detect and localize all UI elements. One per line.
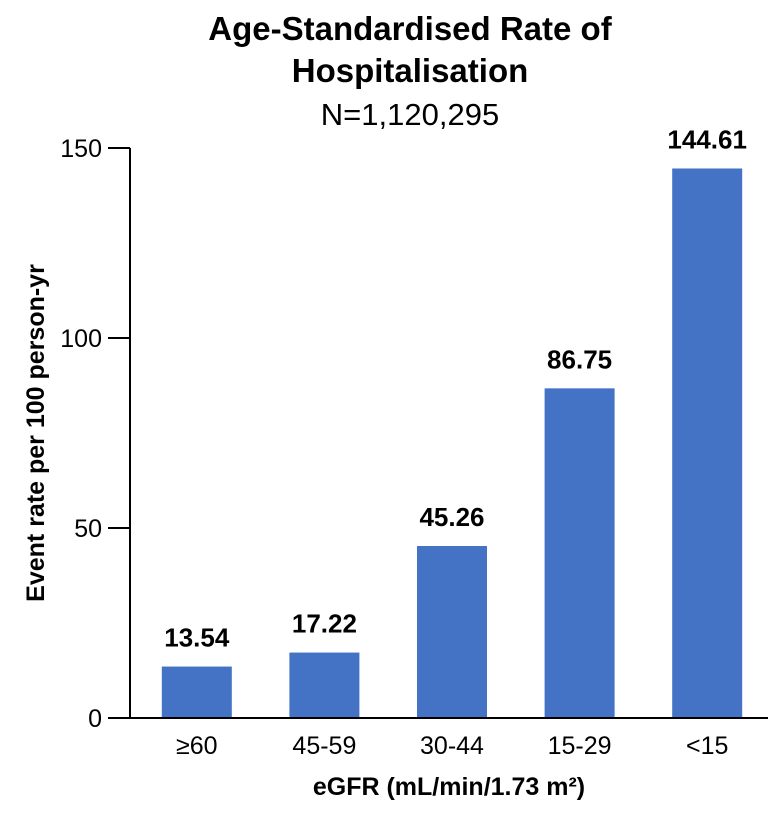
y-tick-label-3: 150 <box>60 135 102 163</box>
y-tick-label-0: 0 <box>88 705 102 733</box>
bar-0 <box>161 666 232 718</box>
data-label-0: 13.54 <box>164 623 230 653</box>
bar-2 <box>417 546 487 718</box>
y-axis-label: Event rate per 100 person-yr <box>22 264 50 602</box>
bar-3 <box>544 388 615 718</box>
data-label-1: 17.22 <box>292 609 357 639</box>
bar-4 <box>672 168 743 718</box>
bar-1 <box>289 652 360 718</box>
bars-group: 13.54 17.22 45.26 86.75 144.61 <box>161 124 747 718</box>
x-axis-label: eGFR (mL/min/1.73 m²) <box>313 773 585 801</box>
x-tick-label-3: 15-29 <box>548 732 612 760</box>
x-tick-label-4: <15 <box>686 732 728 760</box>
y-tick-label-1: 50 <box>74 515 102 543</box>
data-label-2: 45.26 <box>419 502 484 532</box>
x-tick-label-1: 45-59 <box>292 732 356 760</box>
chart-title-line-2: Hospitalisation <box>292 52 529 89</box>
y-tick-label-2: 100 <box>60 325 102 353</box>
y-ticks-group: 0 50 100 150 <box>60 135 130 733</box>
x-tick-label-2: 30-44 <box>420 732 484 760</box>
data-label-4: 144.61 <box>667 124 747 154</box>
chart-subtitle: N=1,120,295 <box>321 97 499 132</box>
data-label-3: 86.75 <box>547 344 612 374</box>
x-tick-label-0: ≥60 <box>176 732 218 760</box>
x-ticks-group: ≥60 45-59 30-44 15-29 <15 <box>176 732 728 760</box>
chart-title-line-1: Age-Standardised Rate of <box>208 10 612 47</box>
